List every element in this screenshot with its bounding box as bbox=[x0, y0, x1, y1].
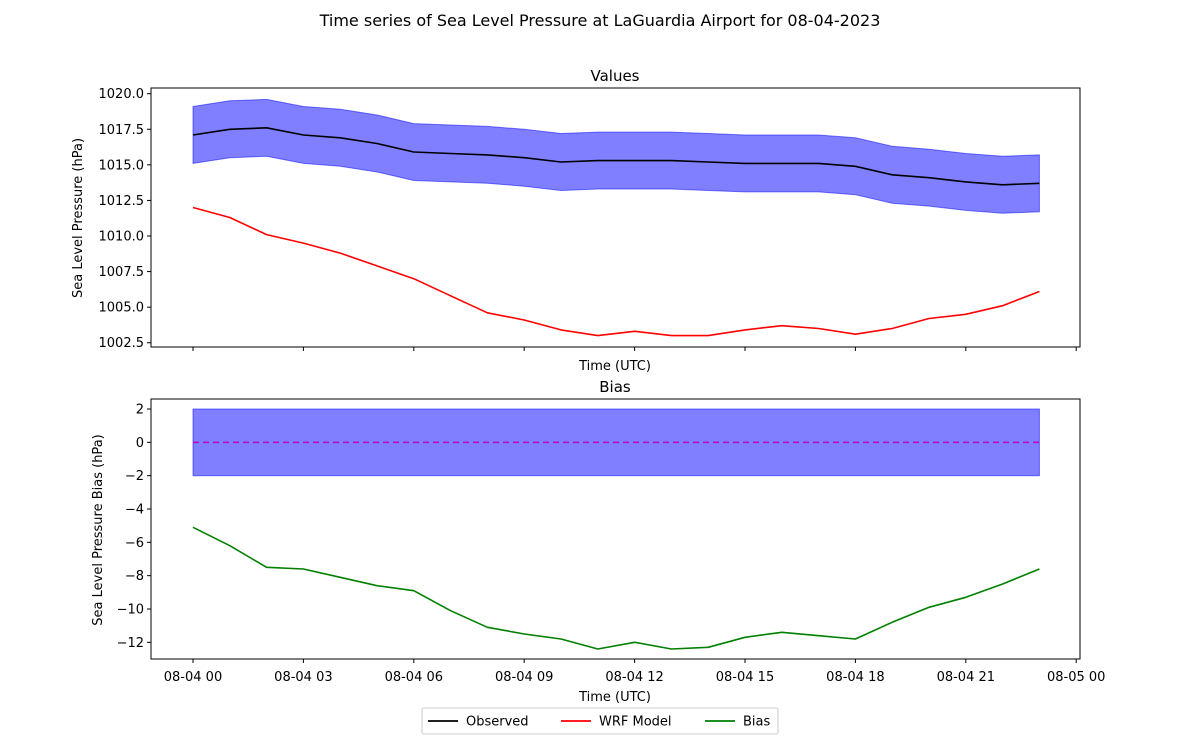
bias-x-tick-label: 08-04 18 bbox=[826, 670, 884, 685]
bias-x-tick-label: 08-04 12 bbox=[605, 670, 663, 685]
bias-x-tick-label: 08-04 00 bbox=[164, 670, 222, 685]
legend: Observed WRF Model Bias bbox=[421, 707, 779, 735]
values-y-tick-label: 1002.5 bbox=[99, 336, 145, 351]
bias-y-axis-label: Sea Level Pressure Bias (hPa) bbox=[91, 434, 106, 625]
bias-y-tick-label: 0 bbox=[136, 436, 144, 451]
bias-x-tick-label: 08-04 09 bbox=[495, 670, 553, 685]
bias-axes-frame bbox=[150, 398, 1081, 660]
values-plot-area bbox=[192, 98, 1040, 337]
bias-x-tick-label: 08-04 21 bbox=[937, 670, 995, 685]
bias-x-axis-label: Time (UTC) bbox=[578, 690, 651, 705]
values-y-tick-label: 1012.5 bbox=[99, 194, 145, 209]
bias-series-bias-line bbox=[192, 526, 1040, 650]
legend-box bbox=[421, 707, 779, 735]
values-y-tick-label: 1005.0 bbox=[99, 301, 145, 316]
values-uncertainty-band bbox=[192, 98, 1040, 214]
bias-y-tick-label: −12 bbox=[117, 636, 144, 651]
values-y-tick-label: 1020.0 bbox=[99, 87, 145, 102]
bias-x-tick-label: 08-04 15 bbox=[716, 670, 774, 685]
legend-label-bias: Bias bbox=[743, 715, 770, 730]
values-series-observed-line bbox=[192, 127, 1040, 186]
values-y-tick-label: 1010.0 bbox=[99, 230, 145, 245]
bias-plot-area bbox=[192, 408, 1040, 650]
bias-panel-title: Bias bbox=[599, 378, 631, 396]
bias-y-tick-label: −10 bbox=[117, 603, 144, 618]
values-x-axis-label: Time (UTC) bbox=[578, 359, 651, 374]
bias-y-tick-label: −4 bbox=[125, 503, 144, 518]
values-y-tick-label: 1017.5 bbox=[99, 123, 145, 138]
values-y-tick-label: 1007.5 bbox=[99, 265, 145, 280]
bias-x-tick-label: 08-04 03 bbox=[274, 670, 332, 685]
bias-y-tick-label: −2 bbox=[125, 469, 144, 484]
bias-y-tick-label: 2 bbox=[136, 403, 144, 418]
values-y-tick-label: 1015.0 bbox=[99, 158, 145, 173]
bias-y-tick-label: −6 bbox=[125, 536, 144, 551]
values-panel-title: Values bbox=[590, 67, 639, 85]
bias-x-tick-label: 08-05 00 bbox=[1047, 670, 1105, 685]
bias-panel: Bias Time (UTC) Sea Level Pressure Bias … bbox=[91, 378, 1105, 705]
values-series-wrf-model-line bbox=[192, 206, 1040, 337]
bias-x-tick-label: 08-04 06 bbox=[385, 670, 443, 685]
legend-label-wrf-model: WRF Model bbox=[599, 715, 672, 730]
values-y-axis-label: Sea Level Pressure (hPa) bbox=[71, 138, 86, 298]
bias-y-tick-label: −8 bbox=[125, 569, 144, 584]
legend-label-observed: Observed bbox=[466, 715, 529, 730]
values-axes-frame bbox=[150, 87, 1081, 348]
figure-title: Time series of Sea Level Pressure at LaG… bbox=[319, 11, 881, 30]
values-panel: Values Time (UTC) Sea Level Pressure (hP… bbox=[71, 67, 1081, 374]
